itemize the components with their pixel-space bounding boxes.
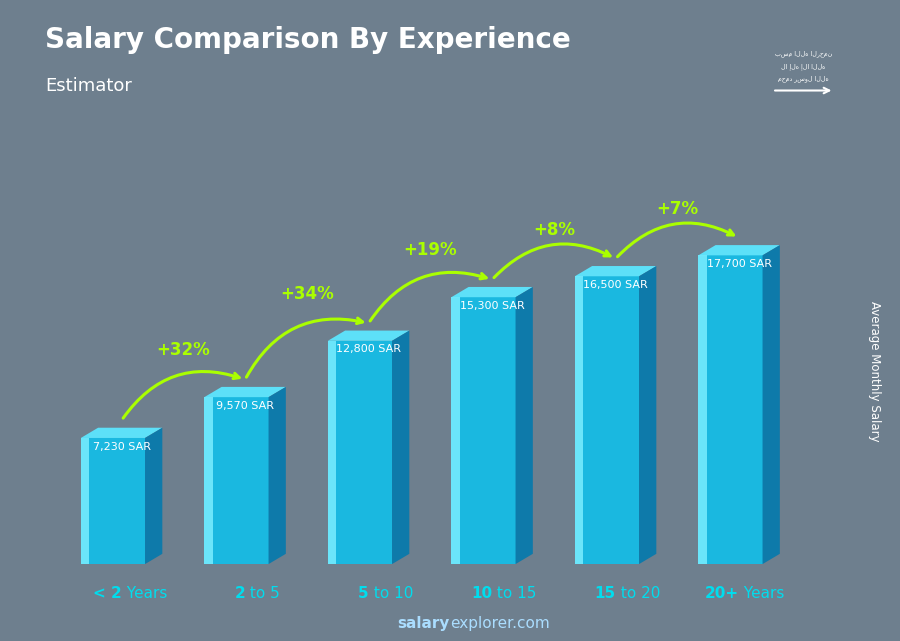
Text: Years: Years: [739, 586, 785, 601]
Polygon shape: [698, 255, 706, 564]
Text: 2: 2: [234, 586, 245, 601]
Polygon shape: [81, 438, 89, 564]
Text: +7%: +7%: [656, 199, 698, 218]
Text: 20+: 20+: [705, 586, 739, 601]
Text: 16,500 SAR: 16,500 SAR: [583, 280, 648, 290]
Text: +34%: +34%: [280, 285, 334, 303]
Polygon shape: [698, 245, 779, 255]
Polygon shape: [575, 276, 639, 564]
Polygon shape: [328, 341, 392, 564]
Text: 7,230 SAR: 7,230 SAR: [93, 442, 150, 452]
Polygon shape: [392, 331, 410, 564]
Polygon shape: [639, 266, 656, 564]
Text: Years: Years: [122, 586, 166, 601]
Polygon shape: [204, 387, 286, 397]
Polygon shape: [81, 438, 145, 564]
Text: 15,300 SAR: 15,300 SAR: [460, 301, 525, 311]
Polygon shape: [698, 255, 762, 564]
Polygon shape: [575, 266, 656, 276]
Text: to 5: to 5: [245, 586, 280, 601]
Text: to 15: to 15: [492, 586, 536, 601]
Polygon shape: [451, 297, 460, 564]
Text: explorer.com: explorer.com: [450, 617, 550, 631]
Text: Estimator: Estimator: [45, 77, 132, 95]
Text: to 20: to 20: [616, 586, 660, 601]
Text: Average Monthly Salary: Average Monthly Salary: [868, 301, 881, 442]
Text: 5: 5: [358, 586, 369, 601]
Polygon shape: [145, 428, 162, 564]
Text: 17,700 SAR: 17,700 SAR: [706, 259, 771, 269]
Polygon shape: [451, 287, 533, 297]
Polygon shape: [762, 245, 779, 564]
Text: 10: 10: [471, 586, 492, 601]
Text: بسم الله الرحمن: بسم الله الرحمن: [775, 50, 832, 57]
Text: لا إله إلا الله: لا إله إلا الله: [781, 63, 825, 69]
Polygon shape: [268, 387, 286, 564]
Text: Salary Comparison By Experience: Salary Comparison By Experience: [45, 26, 571, 54]
Text: +8%: +8%: [533, 221, 575, 238]
Text: محمد رسول الله: محمد رسول الله: [778, 76, 829, 82]
Text: 15: 15: [595, 586, 616, 601]
Polygon shape: [328, 331, 410, 341]
Text: salary: salary: [398, 617, 450, 631]
Polygon shape: [204, 397, 212, 564]
Polygon shape: [81, 428, 162, 438]
Polygon shape: [451, 297, 516, 564]
Polygon shape: [516, 287, 533, 564]
Polygon shape: [204, 397, 268, 564]
Polygon shape: [328, 341, 337, 564]
Text: 12,800 SAR: 12,800 SAR: [336, 344, 401, 354]
Text: to 10: to 10: [369, 586, 413, 601]
Polygon shape: [575, 276, 583, 564]
Text: +32%: +32%: [157, 342, 211, 360]
Text: 9,570 SAR: 9,570 SAR: [216, 401, 274, 411]
Text: +19%: +19%: [403, 242, 457, 260]
Text: < 2: < 2: [93, 586, 122, 601]
